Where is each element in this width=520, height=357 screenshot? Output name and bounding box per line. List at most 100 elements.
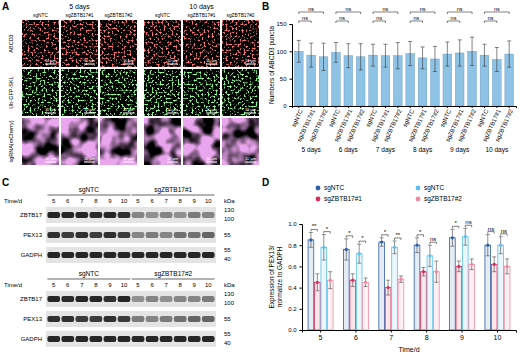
band xyxy=(76,252,89,258)
band xyxy=(132,296,145,302)
error-bar xyxy=(359,44,363,70)
band xyxy=(76,336,89,342)
row-label: PEX13 xyxy=(23,232,42,238)
row-label: ZBTB17 xyxy=(20,296,43,302)
group-label: sgNTC xyxy=(79,186,100,194)
significance-label: * xyxy=(419,229,422,235)
band xyxy=(202,232,215,238)
bar xyxy=(462,237,468,330)
scale-bar xyxy=(45,64,56,65)
image-background xyxy=(222,20,259,67)
bar xyxy=(414,245,420,330)
band xyxy=(104,212,117,218)
image-background xyxy=(100,20,137,67)
tick: 5 xyxy=(319,330,323,341)
bar xyxy=(456,266,462,330)
error-bar xyxy=(457,261,461,272)
significance-label: ** xyxy=(395,232,400,238)
band xyxy=(118,296,131,302)
tick-label: 1.0 xyxy=(288,221,297,227)
significance-label: ns xyxy=(488,226,494,232)
tick-label: 5 xyxy=(319,334,323,341)
blot-background xyxy=(46,331,216,347)
tick: 150 xyxy=(276,21,292,27)
scale-bar-label: 10 μm xyxy=(84,58,96,63)
significance-label: ns xyxy=(451,15,457,21)
tick-mark xyxy=(497,330,498,333)
significance-label: ns xyxy=(420,6,426,12)
group-line xyxy=(47,195,130,196)
time-label: Time/d xyxy=(4,198,22,204)
mean-point xyxy=(351,279,354,282)
lane-label: 7 xyxy=(164,282,168,288)
band xyxy=(104,296,117,302)
panel-d: ******ns****nsnsns0.00.20.40.60.81.05678… xyxy=(268,184,517,353)
significance-label: ns xyxy=(383,6,389,12)
band xyxy=(202,212,215,218)
group-line xyxy=(132,195,215,196)
group-line xyxy=(47,279,130,280)
error-bar xyxy=(505,259,509,274)
significance-label: ** xyxy=(312,223,317,229)
group-label: 7 days xyxy=(376,146,396,154)
image-background xyxy=(144,118,181,165)
band xyxy=(132,252,145,258)
time-label: Time/d xyxy=(4,282,22,288)
tick: 1.0 xyxy=(288,221,302,227)
significance-label: ns xyxy=(413,15,419,21)
row-label: ZBTB17 xyxy=(20,212,43,218)
scale-bar-label: 10 μm xyxy=(123,58,135,63)
image-background xyxy=(22,118,59,165)
image-background xyxy=(222,69,259,116)
tick-label: sgZBTB17#2 xyxy=(457,108,478,143)
band xyxy=(47,296,60,302)
tick-label: 50 xyxy=(280,76,287,82)
band xyxy=(174,252,187,258)
image-signal xyxy=(61,20,98,67)
band xyxy=(188,252,201,258)
tick: 8 xyxy=(425,330,429,341)
image-signal xyxy=(222,20,259,67)
tick-mark xyxy=(459,106,460,108)
axis-title: Expression of PEX13/ xyxy=(268,245,276,308)
group-label: 5 days xyxy=(69,3,90,11)
tick-mark xyxy=(447,106,448,108)
tick-mark xyxy=(422,106,423,108)
error-bar xyxy=(486,235,490,256)
tick: sgNTC xyxy=(402,106,416,128)
column-label: sgZBTB17#2 xyxy=(227,13,255,18)
tick: sgZBTB17#2 xyxy=(345,106,366,143)
image-signal xyxy=(183,69,220,116)
axis-line xyxy=(303,331,517,333)
blot-background xyxy=(46,227,216,243)
tick: sgZBTB17#2 xyxy=(383,106,404,143)
lane-label: 9 xyxy=(193,198,197,204)
group-label: sgNTC xyxy=(79,270,100,278)
tick-label: 0.2 xyxy=(288,306,297,312)
tick-mark xyxy=(300,266,303,267)
band xyxy=(160,232,173,238)
scale-bar-label: 10 μm xyxy=(84,156,96,161)
mean-point xyxy=(393,246,396,249)
tick: sgNTC xyxy=(476,106,490,128)
band xyxy=(146,296,159,302)
error-bar xyxy=(415,238,419,253)
axis-line xyxy=(300,225,303,331)
bar xyxy=(363,282,369,330)
mean-point xyxy=(415,244,418,247)
error-bar xyxy=(328,272,332,289)
blot-background xyxy=(46,291,216,307)
error-bar xyxy=(507,41,511,67)
mean-point xyxy=(422,270,425,273)
significance-bracket xyxy=(488,232,494,234)
error-bar xyxy=(322,235,326,260)
band xyxy=(47,212,60,218)
lane-label: 9 xyxy=(108,282,112,288)
image-background xyxy=(144,20,181,67)
tick-mark xyxy=(298,106,299,108)
tick-mark xyxy=(484,106,485,108)
axis-title: Numbers of ABCD3 puncta xyxy=(268,26,276,104)
axis-line xyxy=(293,107,517,109)
band xyxy=(76,316,89,322)
panel-b: 050100150sgNTCsgZBTB17#1sgZBTB17#2sgNTCs… xyxy=(268,6,517,154)
